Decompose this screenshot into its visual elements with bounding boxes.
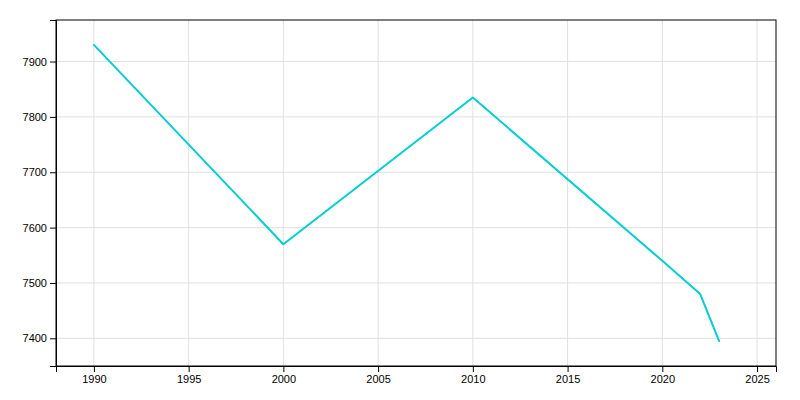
marks [94, 45, 719, 341]
x-grid-line [757, 20, 758, 366]
x-tick: 2025 [745, 366, 769, 385]
x-tick-mark [757, 366, 758, 372]
x-tick-label: 1995 [177, 373, 201, 385]
x-grid-line [567, 20, 568, 366]
plot-frame [56, 20, 776, 366]
y-tick-mark [50, 228, 56, 229]
y-tick: 7400 [23, 332, 56, 344]
y-axis-line [50, 21, 57, 367]
x-grid-line [93, 20, 94, 366]
x-axis: 1990 1995 2000 2005 2010 2015 2020 2025 [57, 366, 777, 385]
x-tick-mark [568, 366, 569, 372]
y-grid-line [56, 282, 776, 283]
y-tick-label: 7400 [23, 332, 47, 344]
x-tick-mark [473, 366, 474, 372]
x-tick: 2005 [366, 366, 390, 385]
y-tick-mark [50, 172, 56, 173]
y-tick: 7600 [23, 222, 56, 234]
x-tick: 1990 [82, 366, 106, 385]
y-grid-line [56, 172, 776, 173]
y-grid-line [56, 61, 776, 62]
y-tick-mark [50, 283, 56, 284]
chart-container: 1990 1995 2000 2005 2010 2015 2020 2025 7400 7500… [0, 0, 800, 400]
x-tick-mark [378, 366, 379, 372]
x-tick: 2010 [461, 366, 485, 385]
chart-svg: 1990 1995 2000 2005 2010 2015 2020 2025 7400 7500… [0, 0, 800, 400]
y-tick: 7500 [23, 277, 56, 289]
x-grid-line [283, 20, 284, 366]
x-axis-line [57, 367, 777, 373]
x-tick: 1995 [177, 366, 201, 385]
y-tick: 7900 [23, 56, 56, 68]
x-grid-line [472, 20, 473, 366]
x-tick-label: 2025 [745, 373, 769, 385]
x-tick: 2000 [272, 366, 296, 385]
x-tick-mark [662, 366, 663, 372]
y-axis: 7400 7500 7600 7700 7800 7900 [23, 21, 57, 367]
y-tick: 7700 [23, 166, 56, 178]
plot: 1990 1995 2000 2005 2010 2015 2020 2025 7400 7500… [23, 20, 777, 385]
y-tick-label: 7900 [23, 56, 47, 68]
line [94, 45, 719, 341]
y-tick-mark [50, 117, 56, 118]
y-tick-mark [50, 62, 56, 63]
y-tick-mark [50, 338, 56, 339]
y-tick-label: 7500 [23, 277, 47, 289]
y-grid-line [56, 227, 776, 228]
y-tick-label: 7700 [23, 166, 47, 178]
x-tick-mark [94, 366, 95, 372]
x-tick-label: 2005 [366, 373, 390, 385]
x-tick-label: 2000 [272, 373, 296, 385]
x-tick-label: 2015 [556, 373, 580, 385]
x-tick-mark [283, 366, 284, 372]
y-grid-line [56, 338, 776, 339]
x-tick-label: 2010 [461, 373, 485, 385]
x-tick: 2015 [556, 366, 580, 385]
x-tick-mark [189, 366, 190, 372]
y-tick: 7800 [23, 111, 56, 123]
x-grid-line [188, 20, 189, 366]
x-tick-label: 2020 [651, 373, 675, 385]
x-grid-line [662, 20, 663, 366]
x-tick-label: 1990 [82, 373, 106, 385]
x-grid-line [378, 20, 379, 366]
y-tick-label: 7800 [23, 111, 47, 123]
y-tick-label: 7600 [23, 222, 47, 234]
x-tick: 2020 [651, 366, 675, 385]
grid [56, 20, 776, 366]
